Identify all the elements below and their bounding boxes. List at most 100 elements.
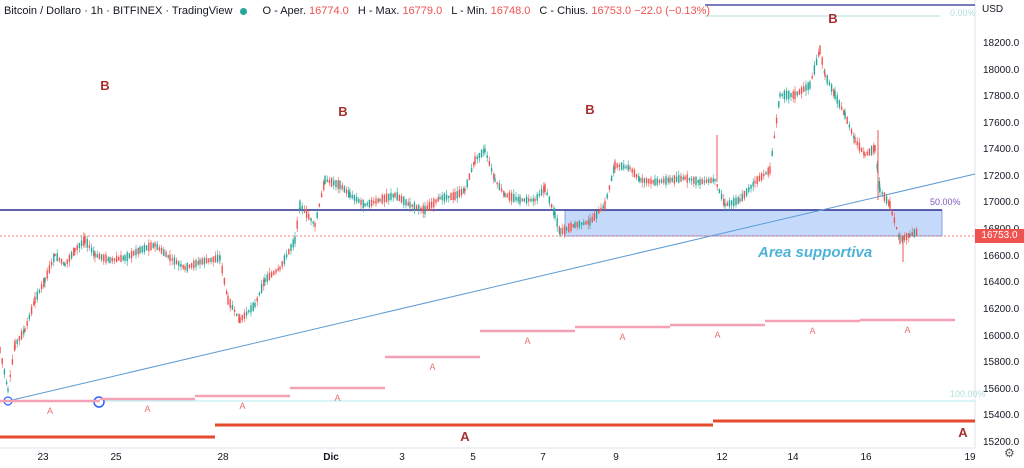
wave-b-label[interactable]: B <box>585 102 594 117</box>
candle-body <box>525 196 528 204</box>
candle-body <box>874 145 876 151</box>
candle-body <box>212 256 214 263</box>
candle-body <box>169 254 171 262</box>
candle-body <box>56 253 58 262</box>
candle-body <box>456 191 458 199</box>
candle-body <box>532 198 534 202</box>
candle-body <box>263 279 265 287</box>
high-label: H - Max. <box>357 5 400 17</box>
candle-body <box>381 194 383 204</box>
trend-line[interactable] <box>7 173 976 402</box>
candle-body <box>201 258 203 265</box>
candle-body <box>809 81 811 89</box>
candle-body <box>750 184 752 189</box>
candle-body <box>735 197 737 205</box>
price-tick-label: 17400.0 <box>983 144 1020 155</box>
candle-body <box>341 184 343 190</box>
candle-body <box>430 201 433 208</box>
candle-body <box>550 204 553 208</box>
wave-b-label[interactable]: B <box>100 78 109 93</box>
candle-body <box>83 236 85 246</box>
candle-body <box>824 72 826 78</box>
candle-body <box>448 195 450 198</box>
candle-body <box>175 260 178 265</box>
candle-body <box>413 202 416 211</box>
candle-body <box>860 147 863 153</box>
candle-body <box>66 259 68 265</box>
candle-body <box>375 198 377 205</box>
candle-body <box>390 192 392 200</box>
candle-body <box>606 194 608 199</box>
candle-body <box>807 82 809 90</box>
candle-body <box>199 259 201 265</box>
wave-a-label[interactable]: A <box>460 429 470 444</box>
candle-body <box>756 176 758 185</box>
candle-body <box>625 166 627 169</box>
candle-body <box>241 315 243 321</box>
candle-body <box>830 84 833 92</box>
candle-body <box>233 309 236 313</box>
candle-body <box>100 254 103 261</box>
candle-body <box>195 260 197 267</box>
candle-body <box>648 178 650 184</box>
candle-body <box>186 262 188 272</box>
candle-body <box>120 254 122 263</box>
candle-body <box>783 90 786 100</box>
candle-body <box>515 196 517 201</box>
candle-body <box>561 227 563 235</box>
candle-body <box>392 193 394 198</box>
wave-b-label[interactable]: B <box>338 104 347 119</box>
candle-body <box>458 189 461 197</box>
price-tick-label: 15200.0 <box>983 437 1020 448</box>
candle-body <box>227 295 229 305</box>
candle-body <box>656 178 658 185</box>
candle-body <box>96 254 98 258</box>
area-supportiva-label[interactable]: Area supportiva <box>758 244 873 261</box>
candle-body <box>618 164 621 167</box>
candle-body <box>68 254 71 262</box>
candle-body <box>767 167 769 176</box>
support-zone[interactable] <box>564 209 943 237</box>
wave-a-small-label: A <box>714 330 720 340</box>
candle-body <box>614 160 616 170</box>
candle-body <box>697 180 699 183</box>
symbol-title[interactable]: Bitcoin / Dollaro · 1h · BITFINEX · Trad… <box>4 5 233 17</box>
time-tick-label: 28 <box>217 452 229 463</box>
candle-body <box>627 164 629 171</box>
candle-body <box>911 232 913 237</box>
candle-body <box>54 253 56 257</box>
candle-body <box>26 320 28 326</box>
candle-body <box>163 249 165 256</box>
candle-body <box>109 257 111 263</box>
candle-body <box>388 193 390 201</box>
candle-body <box>433 198 435 208</box>
candle-body <box>741 193 743 202</box>
candle-body <box>236 313 238 316</box>
candle-body <box>480 149 483 158</box>
candle-body <box>788 90 790 100</box>
time-tick-label: 3 <box>399 452 405 463</box>
candle-body <box>754 180 756 184</box>
candle-body <box>870 146 873 155</box>
candle-body <box>84 236 86 244</box>
symbol-header: Bitcoin / Dollaro · 1h · BITFINEX · Trad… <box>4 5 710 17</box>
price-tick-label: 15600.0 <box>983 384 1020 395</box>
candle-body <box>568 223 570 233</box>
candle-body <box>133 251 135 256</box>
currency-label[interactable]: USD <box>982 4 1004 15</box>
candle-body <box>74 247 76 253</box>
wave-a-label[interactable]: A <box>958 425 968 440</box>
wave-a-small-label: A <box>334 393 340 403</box>
time-axis[interactable]: 23 25 28 Dic 3 5 7 9 12 14 16 19 <box>37 452 976 463</box>
price-tick-label: 17200.0 <box>983 171 1020 182</box>
candle-body <box>623 164 625 169</box>
wave-b-label[interactable]: B <box>828 11 837 26</box>
gear-icon[interactable]: ⚙ <box>1004 446 1015 460</box>
candle-body <box>488 160 491 166</box>
candle-body <box>595 210 598 219</box>
price-tick-label: 17000.0 <box>983 197 1020 208</box>
candle-body <box>208 258 210 263</box>
candle-body <box>846 117 848 124</box>
